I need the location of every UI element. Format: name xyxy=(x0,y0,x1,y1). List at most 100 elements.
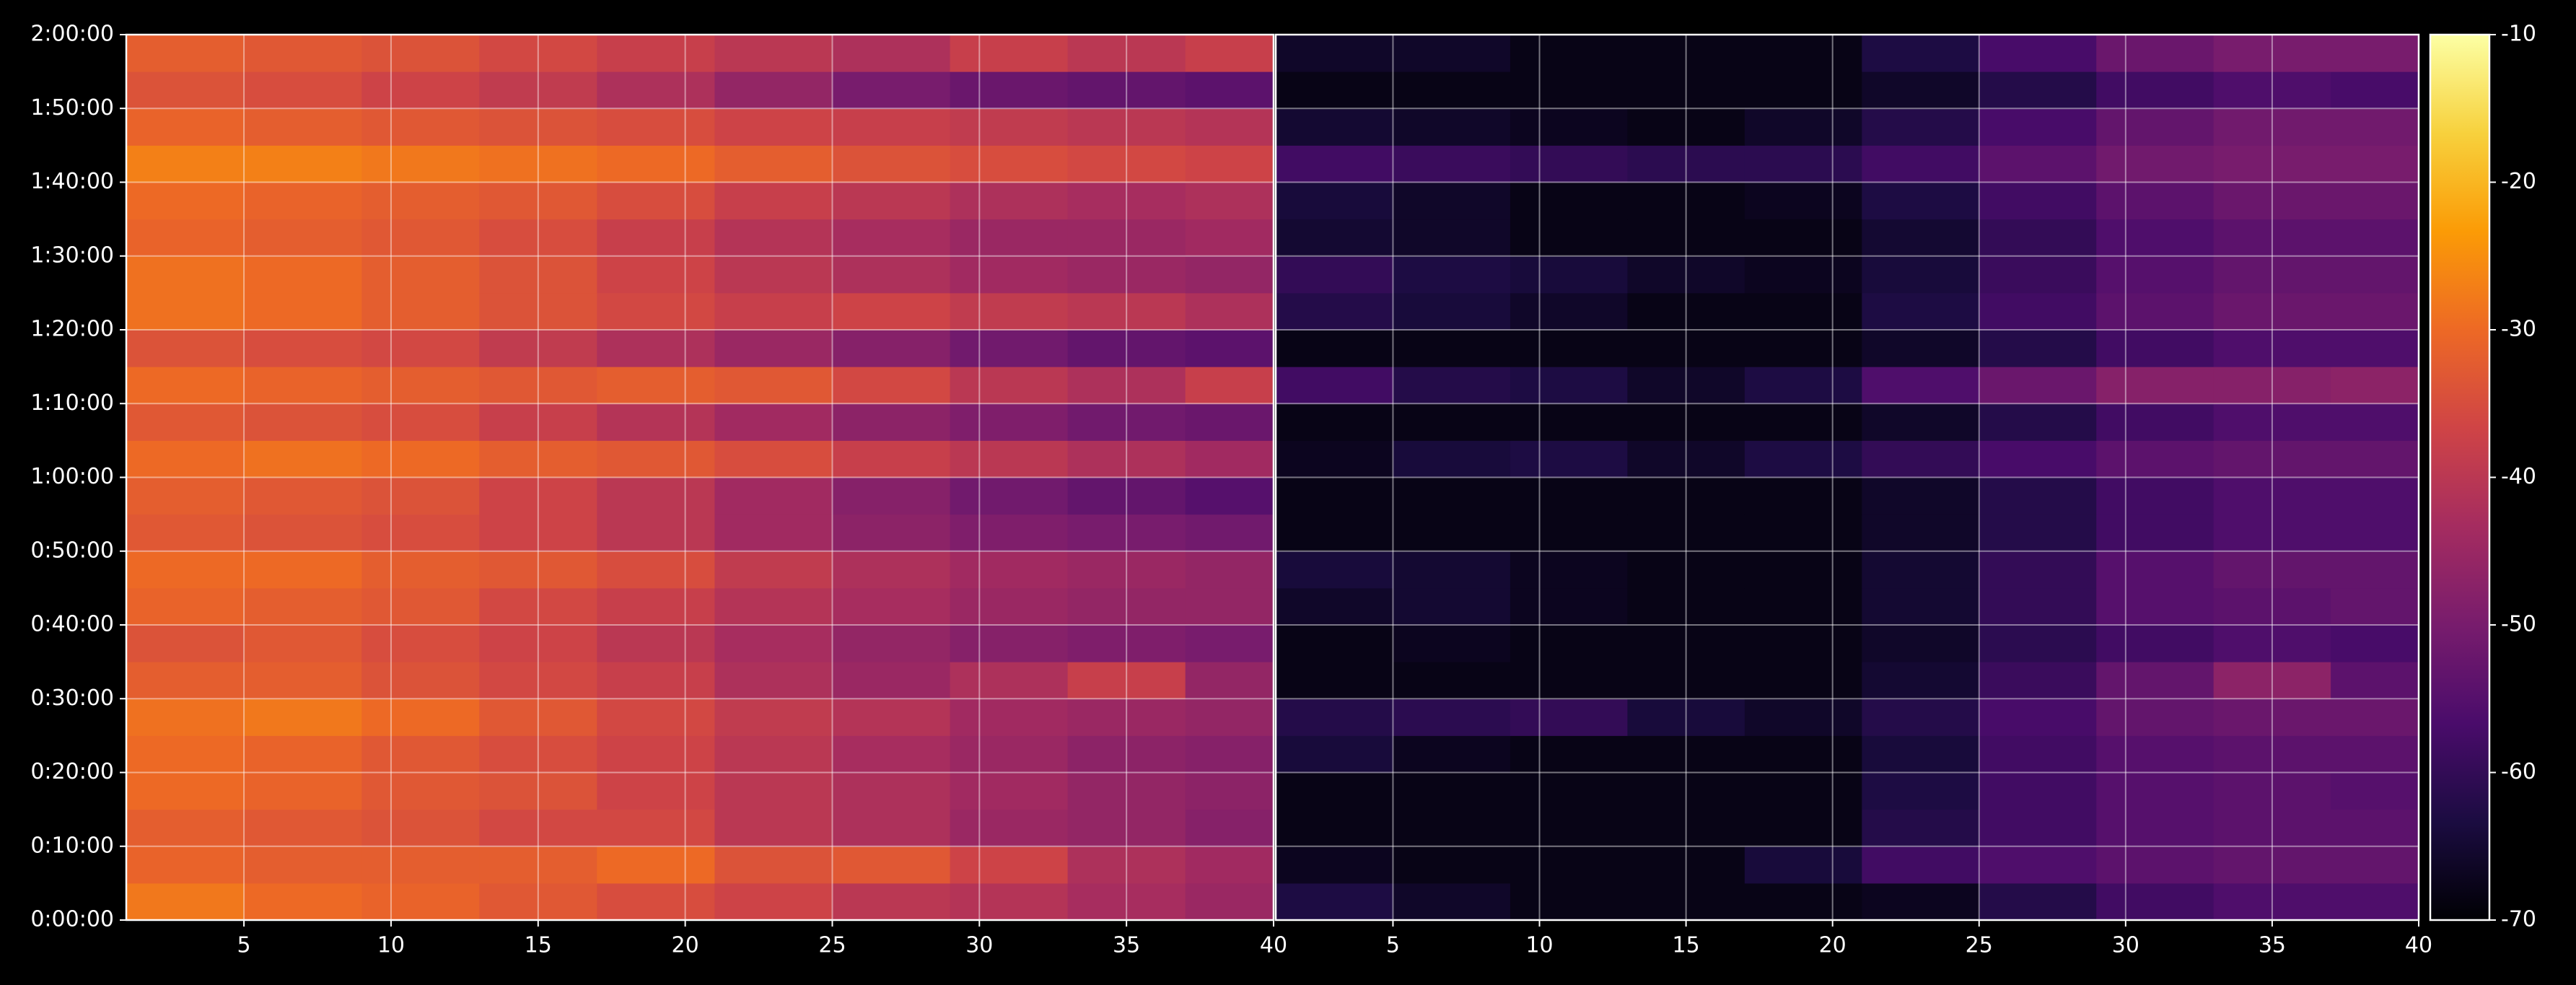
heatmap-cell xyxy=(1510,883,1628,921)
heatmap-cell xyxy=(2213,255,2331,294)
heatmap-cell xyxy=(479,292,597,330)
heatmap-cell xyxy=(1510,71,1628,109)
heatmap-cell xyxy=(1276,219,1393,257)
heatmap-cell xyxy=(1510,809,1628,847)
heatmap-cell xyxy=(479,551,597,589)
heatmap-cell xyxy=(950,108,1069,146)
heatmap-cell xyxy=(2213,145,2331,183)
heatmap-cell xyxy=(2096,219,2214,257)
heatmap-cell xyxy=(714,735,833,773)
heatmap-cell xyxy=(1067,35,1186,72)
heatmap-cell xyxy=(1979,182,2097,220)
heatmap-cell xyxy=(1744,108,1862,146)
x-tick-label: 20 xyxy=(672,933,699,958)
heatmap-cell xyxy=(2331,477,2419,515)
heatmap-cell xyxy=(1393,35,1511,72)
heatmap-cell xyxy=(1862,108,1980,146)
heatmap-cell xyxy=(244,809,362,847)
x-tick-label: 40 xyxy=(2405,933,2432,958)
heatmap-cell xyxy=(1510,699,1628,736)
heatmap-cell xyxy=(597,514,715,552)
heatmap-cell xyxy=(2213,219,2331,257)
heatmap-cell xyxy=(2096,108,2214,146)
heatmap-panel xyxy=(126,35,1274,921)
heatmap-cell xyxy=(832,587,951,626)
heatmap-cell xyxy=(362,809,480,847)
heatmap-cell xyxy=(714,145,833,183)
heatmap-cell xyxy=(479,883,597,921)
heatmap-cell xyxy=(950,367,1069,404)
heatmap-cell xyxy=(244,292,362,330)
heatmap-cell xyxy=(1744,219,1862,257)
heatmap-cell xyxy=(832,846,951,884)
heatmap-cell xyxy=(832,477,951,515)
heatmap-cell xyxy=(479,809,597,847)
heatmap-cell xyxy=(1744,625,1862,662)
heatmap-cell xyxy=(1862,71,1980,109)
heatmap-cell xyxy=(1276,551,1393,589)
heatmap-cell xyxy=(1067,477,1186,515)
heatmap-cell xyxy=(126,625,245,662)
heatmap-cell xyxy=(126,367,245,404)
heatmap-cell xyxy=(1979,772,2097,810)
heatmap-cell xyxy=(1744,35,1862,72)
heatmap-cell xyxy=(244,551,362,589)
heatmap-cell xyxy=(2331,772,2419,810)
heatmap-cell xyxy=(1067,883,1186,921)
x-tick-label: 25 xyxy=(1966,933,1993,958)
heatmap-cell xyxy=(126,662,245,699)
heatmap-cell xyxy=(126,145,245,183)
heatmap-cell xyxy=(1979,809,2097,847)
heatmap-cell xyxy=(1185,219,1274,257)
heatmap-cell xyxy=(2096,846,2214,884)
heatmap-cell xyxy=(1185,292,1274,330)
heatmap-cell xyxy=(597,809,715,847)
heatmap-cell xyxy=(2096,625,2214,662)
heatmap-cell xyxy=(1185,883,1274,921)
y-tick-label: 1:20:00 xyxy=(30,317,114,342)
heatmap-cell xyxy=(362,219,480,257)
heatmap-cell xyxy=(1862,883,1980,921)
heatmap-cell xyxy=(2213,182,2331,220)
heatmap-cell xyxy=(1627,809,1745,847)
heatmap-cell xyxy=(1627,551,1745,589)
heatmap-cell xyxy=(1627,699,1745,736)
heatmap-cell xyxy=(1744,71,1862,109)
heatmap-cell xyxy=(832,182,951,220)
heatmap-cell xyxy=(1510,182,1628,220)
heatmap-cell xyxy=(1276,255,1393,294)
heatmap-cell xyxy=(2331,625,2419,662)
heatmap-cell xyxy=(126,587,245,626)
heatmap-cell xyxy=(362,587,480,626)
heatmap-cell xyxy=(714,846,833,884)
heatmap-cell xyxy=(244,108,362,146)
colorbar-tick-label: -20 xyxy=(2501,169,2536,194)
heatmap-cell xyxy=(597,255,715,294)
heatmap-cell xyxy=(1627,735,1745,773)
heatmap-cell xyxy=(126,35,245,72)
y-tick-label: 0:20:00 xyxy=(30,759,114,784)
heatmap-cell xyxy=(2213,735,2331,773)
heatmap-cell xyxy=(2331,809,2419,847)
heatmap-cell xyxy=(244,440,362,478)
heatmap-cell xyxy=(1979,477,2097,515)
heatmap-cell xyxy=(1067,699,1186,736)
heatmap-cell xyxy=(2331,846,2419,884)
heatmap-cell xyxy=(1744,367,1862,404)
heatmap-cell xyxy=(1627,440,1745,478)
heatmap-cell xyxy=(2096,292,2214,330)
heatmap-cell xyxy=(832,219,951,257)
heatmap-cell xyxy=(1627,108,1745,146)
heatmap-cell xyxy=(597,182,715,220)
heatmap-cell xyxy=(1744,809,1862,847)
heatmap-cell xyxy=(950,71,1069,109)
y-tick-label: 0:40:00 xyxy=(30,612,114,637)
heatmap-cell xyxy=(1067,587,1186,626)
heatmap-cell xyxy=(1979,883,2097,921)
heatmap-cell xyxy=(1862,625,1980,662)
heatmap-cell xyxy=(950,35,1069,72)
heatmap-cell xyxy=(479,35,597,72)
heatmap-cell xyxy=(479,367,597,404)
heatmap-cell xyxy=(126,477,245,515)
heatmap-cell xyxy=(479,735,597,773)
